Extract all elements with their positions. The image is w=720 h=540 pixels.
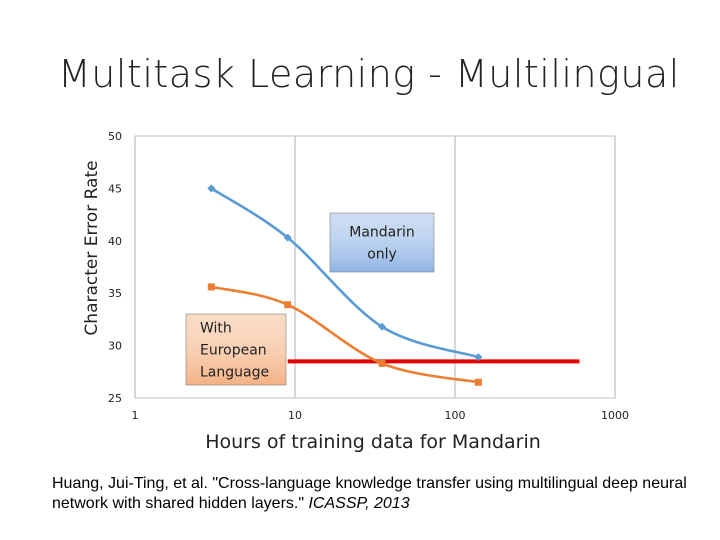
data-point <box>474 378 482 386</box>
annotation-label: Language <box>200 365 269 381</box>
y-tick-label: 50 <box>108 130 122 143</box>
x-axis-label: Hours of training data for Mandarin <box>205 431 541 453</box>
annotation-label: European <box>200 343 267 359</box>
annotation-box-shade <box>185 313 287 386</box>
data-point <box>284 301 292 309</box>
series-mandarin-only-line <box>210 187 479 359</box>
data-point <box>474 353 483 362</box>
tick-labels: 25 30 35 40 45 50 1 10 100 1000 <box>108 130 629 422</box>
x-tick-label: 10 <box>288 409 302 422</box>
citation-venue: ICASSP, 2013 <box>308 495 410 512</box>
annotation-box-shade <box>329 212 435 273</box>
data-point <box>207 184 216 193</box>
annotation-label: Mandarin <box>349 225 415 241</box>
y-tick-label: 40 <box>108 235 122 248</box>
annotation-group: Mandarin only With European Language <box>185 212 435 386</box>
y-tick-label: 30 <box>108 340 122 353</box>
data-point <box>378 322 387 331</box>
data-point <box>207 283 215 291</box>
x-tick-label: 1 <box>132 409 139 422</box>
citation: Huang, Jui-Ting, et al. "Cross-language … <box>52 474 692 514</box>
series-group <box>207 184 483 386</box>
y-axis-label: Character Error Rate <box>82 160 102 335</box>
chart-grid <box>134 136 616 398</box>
y-tick-label: 25 <box>108 392 122 405</box>
data-point <box>378 359 386 367</box>
y-tick-label: 45 <box>108 182 122 195</box>
series-with-european-language-line <box>211 285 479 384</box>
annotation-label: only <box>367 247 397 263</box>
x-tick-label: 100 <box>445 409 466 422</box>
x-tick-label: 1000 <box>601 409 629 422</box>
data-point <box>283 233 292 242</box>
annotation-label: With <box>200 321 232 337</box>
slide-title: Multitask Learning - Multilingual <box>58 52 680 96</box>
y-tick-label: 35 <box>108 287 122 300</box>
citation-text: Huang, Jui-Ting, et al. "Cross-language … <box>52 475 687 512</box>
